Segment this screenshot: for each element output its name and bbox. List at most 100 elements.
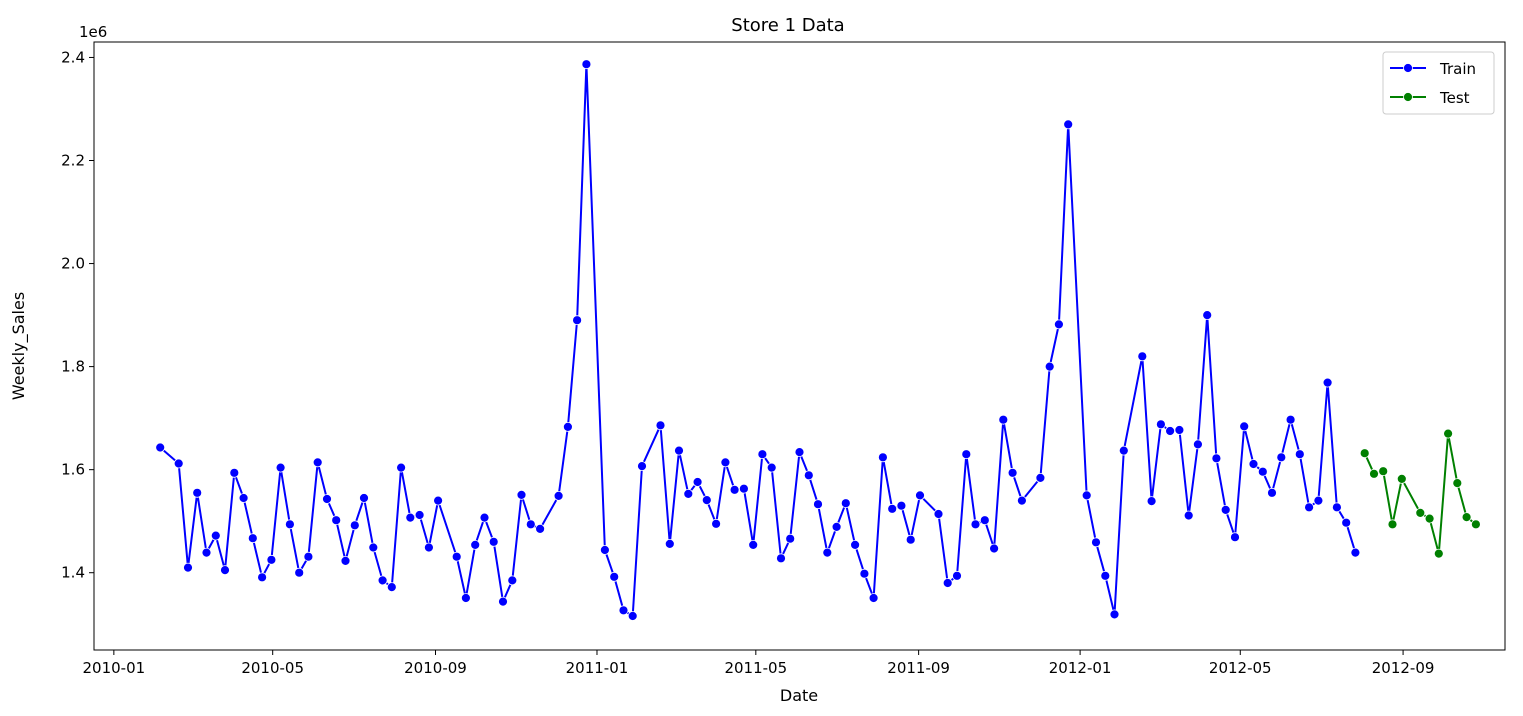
x-tick-label: 2011-05	[724, 659, 787, 677]
data-point-train	[720, 457, 731, 468]
data-point-test	[1461, 512, 1472, 522]
data-point-train	[905, 534, 916, 545]
data-point-train	[210, 530, 221, 541]
data-point-train	[637, 461, 647, 472]
data-point-train	[1220, 504, 1231, 515]
y-tick-label: 1.6	[61, 461, 85, 479]
legend-box	[1382, 51, 1495, 115]
data-point-train	[803, 470, 814, 481]
x-tick-label: 2010-09	[404, 659, 467, 677]
data-point-train	[1285, 414, 1296, 425]
data-point-train	[1035, 472, 1046, 483]
data-point-train	[674, 445, 684, 456]
data-point-train	[1174, 425, 1185, 435]
data-point-train	[1193, 439, 1203, 450]
data-point-train	[627, 611, 638, 621]
y-tick-label: 2.4	[61, 48, 85, 66]
data-point-train	[748, 540, 759, 550]
y-tick-label: 1.8	[61, 358, 85, 376]
data-point-train	[572, 315, 582, 326]
data-point-train	[451, 551, 462, 562]
y-offset-label: 1e6	[79, 23, 107, 41]
y-axis: 1.4 1.6 1.8 2.0 2.2 2.4	[61, 48, 94, 582]
data-point-train	[794, 447, 805, 458]
y-tick-label: 2.0	[61, 255, 85, 273]
data-point-train	[683, 488, 694, 499]
data-point-train	[896, 500, 907, 511]
data-point-train	[1118, 445, 1129, 456]
data-point-train	[1267, 487, 1277, 498]
data-point-train	[729, 484, 740, 495]
x-tick-label: 2011-09	[887, 659, 950, 677]
data-point-train	[1230, 532, 1240, 543]
data-point-train	[1304, 502, 1314, 513]
data-point-test	[1387, 519, 1398, 530]
data-point-train	[460, 593, 471, 603]
data-point-train	[933, 509, 944, 519]
data-point-train	[664, 539, 675, 549]
data-point-test	[1369, 468, 1379, 479]
y-tick-label: 2.2	[61, 152, 85, 170]
data-point-test	[1424, 513, 1435, 524]
data-point-train	[961, 449, 972, 460]
legend-marker-test	[1403, 92, 1413, 102]
data-point-train	[581, 59, 592, 70]
data-point-train	[247, 533, 258, 544]
data-point-train	[1054, 319, 1064, 330]
plot-frame	[93, 41, 1506, 651]
data-point-train	[998, 414, 1009, 425]
data-point-train	[192, 487, 203, 498]
data-point-train	[1007, 467, 1018, 478]
x-axis: 2010-01 2010-05 2010-09 2011-01 2011-05 2011-…	[83, 650, 1434, 677]
data-point-test	[1359, 448, 1370, 459]
data-point-train	[785, 533, 796, 544]
data-point-train	[220, 565, 230, 575]
legend-marker-train	[1403, 63, 1413, 73]
data-point-test	[1471, 519, 1481, 530]
data-point-train	[331, 515, 342, 526]
data-point-train	[1248, 459, 1259, 469]
data-point-train	[1313, 495, 1324, 506]
data-point-train	[1146, 496, 1157, 507]
legend: Train Test	[1382, 51, 1495, 115]
data-point-train	[711, 518, 721, 529]
data-point-train	[1165, 426, 1175, 436]
chart-title: Store 1 Data	[731, 15, 844, 36]
data-point-train	[266, 554, 277, 565]
data-point-train	[238, 493, 249, 503]
data-point-train	[405, 512, 416, 523]
data-point-train	[942, 578, 953, 588]
data-point-train	[563, 421, 573, 432]
data-point-train	[701, 495, 712, 506]
data-point-train	[766, 462, 777, 473]
data-point-train	[1294, 449, 1305, 460]
data-point-train	[516, 489, 527, 500]
data-point-train	[868, 593, 879, 603]
data-point-train	[1091, 537, 1101, 548]
x-tick-label: 2010-05	[241, 659, 304, 677]
data-point-train	[609, 571, 620, 582]
data-point-test	[1433, 548, 1444, 559]
data-point-train	[303, 551, 314, 562]
data-point-train	[1109, 609, 1120, 620]
data-point-train	[507, 575, 518, 586]
data-point-train	[813, 499, 823, 510]
data-point-train	[396, 462, 407, 473]
data-point-train	[433, 495, 444, 506]
data-point-train	[155, 442, 166, 453]
data-point-train	[1044, 361, 1055, 372]
data-point-train	[600, 545, 610, 555]
data-point-train	[349, 520, 360, 531]
data-point-train	[757, 449, 768, 460]
data-point-train	[1156, 419, 1166, 430]
data-point-train	[1257, 466, 1268, 477]
data-point-train	[1276, 452, 1287, 463]
data-point-test	[1378, 466, 1389, 477]
data-point-train	[201, 547, 212, 558]
series-test	[1359, 428, 1481, 559]
data-point-test	[1396, 473, 1407, 484]
data-point-train	[294, 567, 305, 578]
data-point-train	[183, 562, 193, 573]
data-point-train	[850, 540, 860, 550]
data-point-train	[488, 536, 499, 547]
